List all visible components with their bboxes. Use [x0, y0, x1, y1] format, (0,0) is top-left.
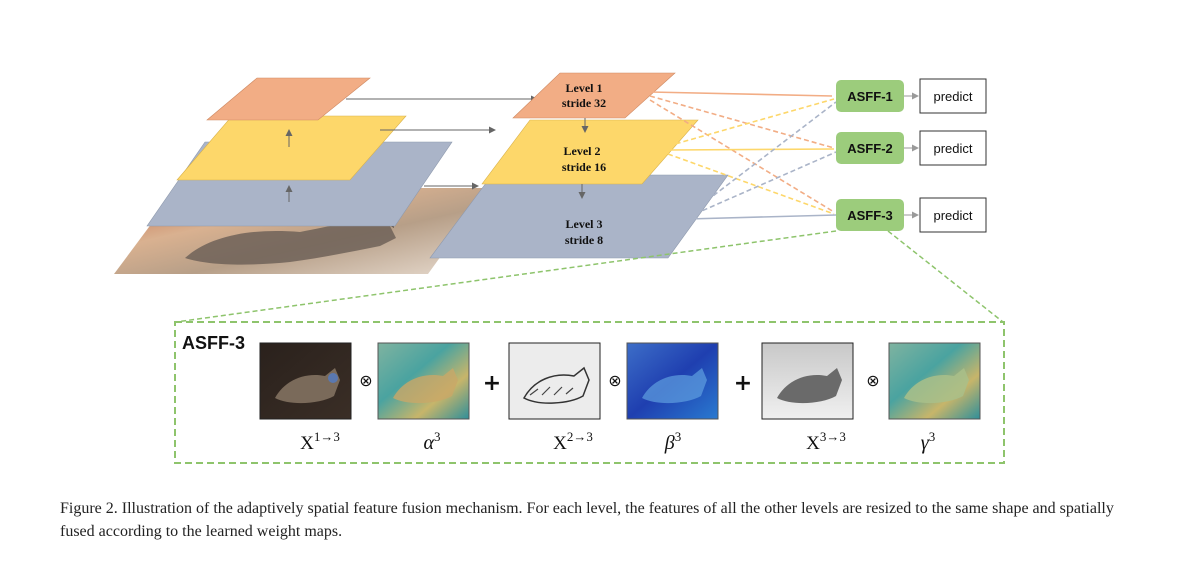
level-2-name: Level 2 — [564, 144, 601, 158]
asff-3-box — [836, 199, 904, 231]
predict-label-3: predict — [933, 208, 972, 223]
backbone-layer-2 — [176, 115, 407, 181]
feature-pyramid: Level 1 stride 32 Level 2 stride 16 Leve… — [429, 72, 729, 259]
add-operator-1: + — [483, 371, 501, 396]
label-alpha: α3 — [424, 429, 441, 454]
level-2-stride: stride 16 — [562, 160, 606, 174]
backbone-layer-1 — [206, 77, 371, 121]
weight-map-alpha — [377, 342, 470, 420]
asff-3-detail: ASFF-3 — [174, 321, 1005, 464]
level-1-name: Level 1 — [566, 81, 603, 95]
multiply-operator-2: ⊗ — [608, 371, 621, 390]
label-gamma: γ3 — [921, 429, 935, 454]
level-3-name: Level 3 — [566, 217, 603, 231]
caption-text: Figure 2. Illustration of the adaptively… — [60, 500, 1114, 540]
fusion-connections — [649, 91, 837, 220]
zoom-line-right — [887, 230, 1004, 323]
predict-box-3 — [919, 197, 987, 233]
weight-map-gamma — [888, 342, 981, 420]
add-operator-2: + — [734, 371, 752, 396]
detail-title: ASFF-3 — [182, 333, 245, 353]
asff-1-label: ASFF-1 — [847, 89, 893, 104]
label-x2: X2→3 — [553, 429, 593, 454]
zoom-line-left — [175, 230, 837, 323]
label-x1: X1→3 — [300, 429, 340, 454]
asff-2-label: ASFF-2 — [847, 141, 893, 156]
label-x3: X3→3 — [806, 429, 846, 454]
figure-caption: Figure 2. Illustration of the adaptively… — [60, 497, 1120, 543]
asff-1-box — [836, 80, 904, 112]
feature-map-x2 — [508, 342, 601, 420]
asff-2-box — [836, 132, 904, 164]
predict-label-2: predict — [933, 141, 972, 156]
feature-map-x3 — [761, 342, 854, 420]
level-3-stride: stride 8 — [565, 233, 603, 247]
predict-label-1: predict — [933, 89, 972, 104]
pyramid-level-1 — [512, 72, 676, 119]
predict-box-1 — [919, 78, 987, 114]
backbone-stack — [114, 77, 490, 274]
multiply-operator-3: ⊗ — [866, 371, 879, 390]
pyramid-level-2 — [481, 119, 699, 185]
multiply-operator-1: ⊗ — [359, 371, 372, 390]
asff-modules: ASFF-1 ASFF-2 ASFF-3 predict predict pre… — [836, 78, 987, 233]
label-beta: β3 — [664, 429, 681, 454]
asff-3-label: ASFF-3 — [847, 208, 893, 223]
feature-map-x1 — [259, 342, 352, 420]
level-1-stride: stride 32 — [562, 96, 606, 110]
asff-diagram: Level 1 stride 32 Level 2 stride 16 Leve… — [114, 72, 1005, 464]
predict-box-2 — [919, 130, 987, 166]
weight-map-beta — [626, 342, 719, 420]
